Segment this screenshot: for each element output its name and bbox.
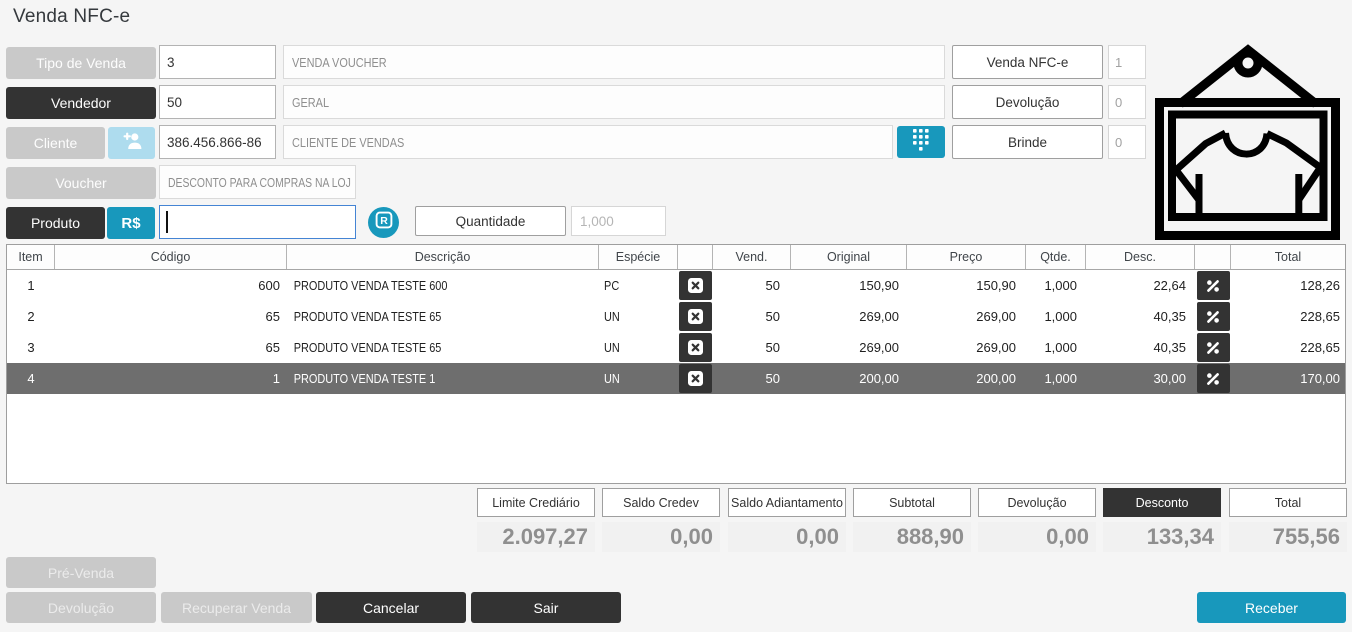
col-header-item[interactable]: Item: [7, 245, 55, 269]
percent-icon: [1207, 341, 1219, 354]
produto-input[interactable]: [159, 205, 356, 239]
tipo-de-venda-description: VENDA VOUCHER: [283, 45, 945, 79]
col-header-especie[interactable]: Espécie: [599, 245, 678, 269]
voucher-label: Voucher: [55, 175, 107, 191]
page-title: Venda NFC-e: [13, 6, 131, 27]
col-header-delete: [678, 245, 713, 269]
delete-row-button[interactable]: [679, 333, 712, 362]
brinde-counter-button[interactable]: Brinde: [952, 125, 1103, 159]
store-logo: [1153, 40, 1346, 247]
saldo-adiantamento-label: Saldo Adiantamento: [728, 488, 846, 517]
col-header-descricao[interactable]: Descrição: [287, 245, 599, 269]
subtotal-value: 888,90: [853, 522, 971, 552]
tipo-de-venda-label: Tipo de Venda: [36, 55, 126, 71]
col-header-total[interactable]: Total: [1274, 250, 1302, 264]
table-row[interactable]: 1 600 PRODUTO VENDA TESTE 600 PC 50 150,…: [7, 270, 1345, 301]
devolucao-summary-label: Devolução: [978, 488, 1096, 517]
devolucao-counter-button[interactable]: Devolução: [952, 85, 1103, 119]
cliente-label: Cliente: [33, 135, 78, 151]
svg-text:R: R: [380, 215, 388, 227]
col-header-desc[interactable]: Desc.: [1086, 245, 1195, 269]
pre-venda-button[interactable]: Pré-Venda: [6, 557, 156, 588]
percent-icon: [1207, 310, 1219, 323]
quantidade-input[interactable]: [571, 206, 666, 236]
limite-crediario-value: 2.097,27: [477, 522, 595, 552]
voucher-button[interactable]: Voucher: [6, 167, 156, 199]
vendedor-button[interactable]: Vendedor: [6, 87, 156, 119]
tipo-de-venda-input[interactable]: [159, 45, 276, 79]
devolucao-button[interactable]: Devolução: [6, 592, 156, 623]
percent-icon: [1207, 279, 1219, 292]
desconto-value: 133,34: [1103, 522, 1221, 552]
r-square-icon: R: [375, 211, 393, 234]
person-add-icon: [121, 132, 142, 154]
discount-percent-button[interactable]: [1196, 364, 1230, 393]
discount-percent-button[interactable]: [1196, 271, 1230, 300]
limite-crediario-label: Limite Crediário: [477, 488, 595, 517]
desconto-label: Desconto: [1103, 488, 1221, 517]
discount-percent-button[interactable]: [1196, 333, 1230, 362]
devolucao-summary-value: 0,00: [978, 522, 1096, 552]
receber-button[interactable]: Receber: [1197, 592, 1346, 623]
product-lookup-button[interactable]: R: [368, 207, 399, 238]
cliente-input[interactable]: [159, 125, 276, 159]
subtotal-label: Subtotal: [853, 488, 971, 517]
delete-row-button[interactable]: [679, 271, 712, 300]
col-header-percent: [1195, 245, 1231, 269]
discount-percent-button[interactable]: [1196, 302, 1230, 331]
venda-nfce-counter-button[interactable]: Venda NFC-e: [952, 45, 1103, 79]
produto-button[interactable]: Produto: [6, 207, 105, 239]
voucher-description: DESCONTO PARA COMPRAS NA LOJ: [159, 165, 356, 199]
tipo-de-venda-button[interactable]: Tipo de Venda: [6, 47, 156, 79]
venda-nfce-counter-value[interactable]: [1108, 45, 1146, 79]
vendedor-label: Vendedor: [51, 95, 111, 111]
percent-icon: [1207, 372, 1219, 385]
saldo-adiantamento-value: 0,00: [728, 522, 846, 552]
cliente-description: CLIENTE DE VENDAS: [283, 125, 893, 159]
table-row-selected[interactable]: 4 1 PRODUTO VENDA TESTE 1 UN 50 200,00 2…: [7, 363, 1345, 394]
delete-row-button[interactable]: [679, 364, 712, 393]
col-header-qtde[interactable]: Qtde.: [1026, 245, 1086, 269]
x-icon: [688, 278, 703, 293]
devolucao-counter-value[interactable]: [1108, 85, 1146, 119]
brinde-counter-value[interactable]: [1108, 125, 1146, 159]
col-header-original[interactable]: Original: [791, 245, 907, 269]
cancelar-button[interactable]: Cancelar: [316, 592, 466, 623]
x-icon: [688, 371, 703, 386]
x-icon: [688, 340, 703, 355]
dialpad-icon: [913, 128, 929, 156]
col-header-vend[interactable]: Vend.: [713, 245, 791, 269]
table-row[interactable]: 3 65 PRODUTO VENDA TESTE 65 UN 50 269,00…: [7, 332, 1345, 363]
total-value: 755,56: [1229, 522, 1347, 552]
recuperar-venda-button[interactable]: Recuperar Venda: [161, 592, 312, 623]
quantidade-button[interactable]: Quantidade: [415, 206, 566, 236]
items-table: Item Código Descrição Espécie Vend. Orig…: [6, 244, 1346, 484]
sair-button[interactable]: Sair: [471, 592, 621, 623]
delete-row-button[interactable]: [679, 302, 712, 331]
dialpad-button[interactable]: [897, 126, 945, 158]
total-label: Total: [1229, 488, 1347, 517]
saldo-credev-value: 0,00: [602, 522, 720, 552]
produto-label: Produto: [30, 215, 81, 231]
x-icon: [688, 309, 703, 324]
table-row[interactable]: 2 65 PRODUTO VENDA TESTE 65 UN 50 269,00…: [7, 301, 1345, 332]
currency-label: R$: [121, 214, 141, 232]
vendedor-description: GERAL: [283, 85, 945, 119]
saldo-credev-label: Saldo Credev: [602, 488, 720, 517]
vendedor-input[interactable]: [159, 85, 276, 119]
cliente-button[interactable]: Cliente: [6, 127, 105, 159]
col-header-preco[interactable]: Preço: [907, 245, 1026, 269]
currency-toggle-button[interactable]: R$: [107, 207, 155, 239]
text-cursor: [166, 211, 168, 233]
col-header-codigo[interactable]: Código: [55, 245, 287, 269]
table-header-row: Item Código Descrição Espécie Vend. Orig…: [7, 245, 1345, 270]
add-client-button[interactable]: [108, 127, 155, 159]
